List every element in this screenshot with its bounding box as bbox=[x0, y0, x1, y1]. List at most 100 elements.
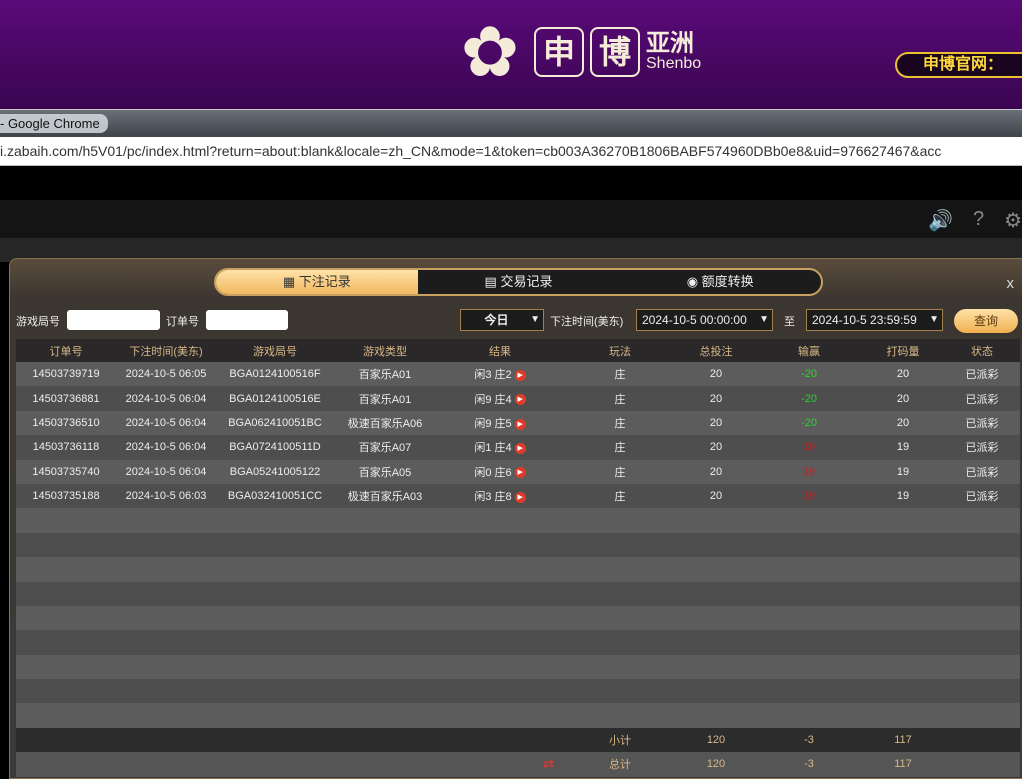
round-value: BGA032410051CC bbox=[227, 490, 323, 503]
logo-char: 申 bbox=[534, 27, 584, 77]
result-value: 闲9 庄4 bbox=[474, 393, 512, 406]
status-value: 已派彩 bbox=[965, 417, 999, 430]
column-header: 结果 bbox=[436, 339, 564, 362]
cell-play: 庄 bbox=[564, 435, 676, 460]
cell-result: 闲3 庄8 ▶ bbox=[436, 483, 564, 509]
subtotal-valid: 117 bbox=[862, 727, 944, 753]
bet-value: 20 bbox=[709, 465, 723, 478]
help-icon[interactable]: ? bbox=[972, 208, 985, 230]
result-value: 闲3 庄8 bbox=[474, 491, 512, 504]
column-header: 输赢 bbox=[756, 339, 862, 362]
subtotal-row: 小计 120 -3 117 bbox=[16, 727, 1020, 753]
cell-bet: 20 bbox=[676, 459, 756, 484]
cell-bet: 20 bbox=[676, 483, 756, 509]
official-site-link[interactable]: 申博官网： bbox=[895, 52, 1022, 78]
play-replay-icon[interactable]: ▶ bbox=[514, 442, 526, 454]
cell-result: 闲3 庄2 ▶ bbox=[436, 362, 564, 387]
round-input[interactable] bbox=[67, 310, 160, 330]
tab-bet-records[interactable]: ▦ 下注记录 bbox=[216, 270, 418, 294]
sound-icon[interactable]: 🔊 bbox=[928, 210, 953, 232]
empty-cell bbox=[334, 557, 436, 582]
empty-cell bbox=[676, 532, 756, 558]
status-value: 已派彩 bbox=[965, 491, 999, 504]
close-button[interactable]: x bbox=[1006, 275, 1015, 292]
empty-row bbox=[16, 654, 1020, 680]
end-time-select[interactable]: 2024-10-5 23:59:59 ▼ bbox=[806, 309, 943, 331]
cell-order: 14503736510 bbox=[16, 410, 116, 436]
table-row: 14503736510 2024-10-5 06:04 BGA062410051BC… bbox=[16, 410, 1020, 436]
play-value: 庄 bbox=[614, 491, 626, 504]
column-header: 游戏类型 bbox=[334, 339, 436, 362]
order-input[interactable] bbox=[206, 310, 288, 330]
play-replay-icon[interactable]: ▶ bbox=[514, 369, 526, 381]
cell-game: 百家乐A07 bbox=[334, 435, 436, 460]
tab-transaction-records[interactable]: ▤ 交易记录 bbox=[418, 270, 620, 294]
empty-cell bbox=[116, 532, 216, 558]
browser-title-bar: - Google Chrome bbox=[0, 109, 1022, 137]
refresh-swap-icon[interactable]: ⇄ bbox=[543, 756, 554, 772]
play-value: 庄 bbox=[614, 442, 626, 455]
empty-row bbox=[16, 557, 1020, 582]
cell-time: 2024-10-5 06:03 bbox=[116, 483, 216, 509]
cell-play: 庄 bbox=[564, 362, 676, 387]
game-value: 百家乐A01 bbox=[358, 393, 412, 406]
time-value: 2024-10-5 06:03 bbox=[125, 490, 207, 503]
round-value: BGA05241005122 bbox=[229, 465, 321, 478]
game-top-bar: 🔊? ⚙ bbox=[0, 200, 1022, 238]
table-row: 14503739719 2024-10-5 06:05 BGA0124100516F… bbox=[16, 362, 1020, 387]
round-value: BGA062410051BC bbox=[228, 416, 322, 429]
cell-play: 庄 bbox=[564, 410, 676, 436]
coins-icon: ◉ bbox=[686, 274, 702, 289]
empty-cell bbox=[216, 581, 334, 606]
start-time-select[interactable]: 2024-10-5 00:00:00 ▼ bbox=[636, 309, 773, 331]
cell-bet: 20 bbox=[676, 435, 756, 460]
logo-char: 博 bbox=[590, 27, 640, 77]
empty-cell bbox=[862, 557, 944, 582]
empty-cell bbox=[862, 508, 944, 533]
column-header: 打码量 bbox=[862, 339, 944, 362]
tab-credit-transfer[interactable]: ◉ 额度转换 bbox=[619, 270, 821, 294]
play-replay-icon[interactable]: ▶ bbox=[514, 418, 526, 430]
empty-cell bbox=[944, 508, 1020, 533]
empty-cell bbox=[436, 703, 564, 728]
order-label: 订单号 bbox=[166, 316, 199, 328]
empty-row bbox=[16, 508, 1020, 533]
time-value: 2024-10-5 06:04 bbox=[125, 416, 207, 429]
subtotal-label: 小计 bbox=[564, 727, 676, 753]
settings-icon[interactable]: ⚙ bbox=[1004, 210, 1022, 232]
cell-play: 庄 bbox=[564, 386, 676, 411]
period-select[interactable]: 今日 ▼ bbox=[460, 309, 544, 331]
game-value: 百家乐A05 bbox=[358, 466, 412, 479]
empty-cell bbox=[564, 654, 676, 680]
column-header: 总投注 bbox=[676, 339, 756, 362]
empty-cell bbox=[862, 703, 944, 728]
order-value: 14503735740 bbox=[32, 465, 100, 478]
play-replay-icon[interactable]: ▶ bbox=[514, 394, 526, 406]
empty-cell bbox=[334, 630, 436, 655]
address-bar[interactable]: i.zabaih.com/h5V01/pc/index.html?return=… bbox=[0, 137, 1022, 166]
dropdown-arrow-icon: ▼ bbox=[759, 314, 769, 325]
empty-cell bbox=[564, 581, 676, 606]
empty-cell bbox=[564, 532, 676, 558]
empty-cell bbox=[944, 679, 1020, 704]
cell-result: 闲1 庄4 ▶ bbox=[436, 435, 564, 460]
query-button[interactable]: 查询 bbox=[954, 309, 1018, 333]
blank bbox=[944, 727, 1020, 753]
cell-valid: 20 bbox=[862, 410, 944, 436]
cell-time: 2024-10-5 06:04 bbox=[116, 410, 216, 436]
empty-cell bbox=[216, 557, 334, 582]
cell-status: 已派彩 bbox=[944, 459, 1020, 484]
play-replay-icon[interactable]: ▶ bbox=[514, 467, 526, 479]
status-value: 已派彩 bbox=[965, 393, 999, 406]
empty-cell bbox=[116, 654, 216, 680]
game-value: 百家乐A01 bbox=[358, 369, 412, 382]
empty-cell bbox=[436, 532, 564, 558]
time-value: 2024-10-5 06:04 bbox=[125, 392, 207, 405]
win-value: 19 bbox=[802, 490, 816, 503]
valid-value: 20 bbox=[896, 368, 910, 381]
play-value: 庄 bbox=[614, 393, 626, 406]
play-replay-icon[interactable]: ▶ bbox=[514, 491, 526, 503]
empty-cell bbox=[436, 605, 564, 631]
result-value: 闲9 庄5 bbox=[474, 417, 512, 430]
valid-value: 20 bbox=[896, 416, 910, 429]
